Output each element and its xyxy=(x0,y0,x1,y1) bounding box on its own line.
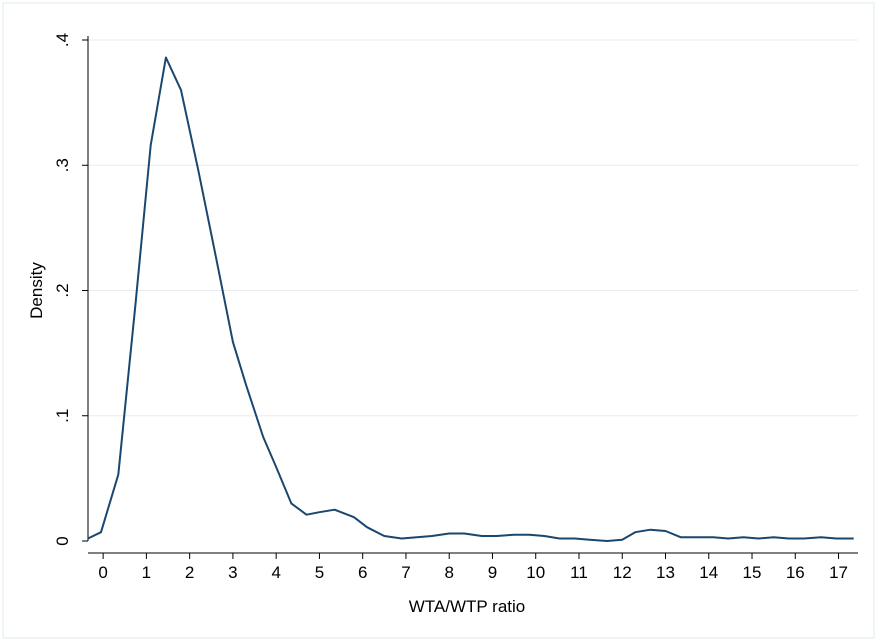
tick-labels: 0.1.2.3.40 1 2 3 4 5 6 7 8 9 10 11 12 13 14 15 16 17 xyxy=(53,33,848,582)
x-tick-label-1: 1 xyxy=(142,563,151,582)
x-tick-label-14: 14 xyxy=(699,563,718,582)
x-axis-title: WTA/WTP ratio xyxy=(409,597,526,616)
density-line-0 xyxy=(87,56,854,542)
x-tick-label-16: 16 xyxy=(786,563,805,582)
y-tick-label-1: .1 xyxy=(53,409,72,423)
y-tick-label-0: 0 xyxy=(53,536,72,545)
grid-lines xyxy=(88,39,858,417)
x-tick-label-11: 11 xyxy=(570,563,588,582)
x-tick-label-9: 9 xyxy=(488,563,497,582)
x-tick-label-2: 2 xyxy=(185,563,194,582)
x-tick-label-3: 3 xyxy=(228,563,237,582)
series-layer xyxy=(87,56,854,542)
x-tick-label-6: 6 xyxy=(358,563,367,582)
x-tick-label-7: 7 xyxy=(401,563,410,582)
x-tick-label-13: 13 xyxy=(656,563,675,582)
x-tick-label-0: 0 xyxy=(98,563,107,582)
x-tick-label-17: 17 xyxy=(829,563,848,582)
y-tick-label-2: .2 xyxy=(53,283,72,297)
x-tick-label-5: 5 xyxy=(315,563,324,582)
x-tick-label-8: 8 xyxy=(444,563,453,582)
y-axis-title: Density xyxy=(27,262,46,319)
x-tick-label-4: 4 xyxy=(271,563,280,582)
x-tick-label-12: 12 xyxy=(613,563,632,582)
x-tick-label-15: 15 xyxy=(743,563,762,582)
axes xyxy=(82,36,858,559)
y-tick-label-4: .4 xyxy=(53,33,72,47)
y-tick-label-3: .3 xyxy=(53,158,72,172)
x-tick-label-10: 10 xyxy=(526,563,545,582)
